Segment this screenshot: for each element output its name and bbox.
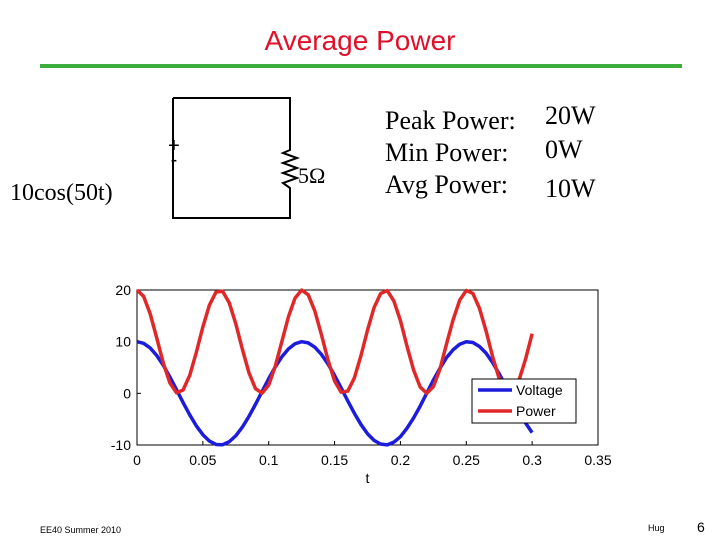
result-value: 20W — [545, 101, 596, 130]
results: Peak Power: 20W Min Power: 0W Avg Power:… — [385, 101, 596, 203]
result-value: 10W — [545, 174, 596, 203]
x-tick-label: 0.3 — [522, 452, 542, 468]
x-tick-label: 0.05 — [189, 452, 216, 468]
result-label: Avg Power: — [385, 170, 508, 199]
circuit — [172, 97, 300, 219]
x-axis-label: t — [366, 470, 370, 486]
result-label: Peak Power: — [385, 106, 516, 135]
page-number: 6 — [697, 519, 705, 535]
plot-frame — [136, 289, 599, 446]
x-tick-label: 0.1 — [259, 452, 279, 468]
resistor-label: 5Ω — [298, 163, 325, 188]
y-tick-label: 0 — [123, 385, 131, 401]
slide-title: Average Power — [265, 25, 456, 56]
x-tick-label: 0.2 — [391, 452, 411, 468]
x-tick-label: 0.25 — [453, 452, 480, 468]
circuit-wires — [172, 97, 300, 219]
x-tick-label: 0.35 — [584, 452, 611, 468]
y-tick-label: 10 — [115, 334, 131, 350]
x-tick-label: 0.15 — [321, 452, 348, 468]
footer-course: EE40 Summer 2010 — [40, 525, 121, 535]
series-line — [135, 288, 534, 396]
x-tick-label: 0 — [133, 452, 141, 468]
y-tick-label: -10 — [111, 437, 131, 453]
legend-box — [471, 378, 577, 424]
result-label: Min Power: — [385, 138, 509, 167]
source-minus: - — [171, 149, 178, 171]
legend-label: Power — [516, 403, 556, 419]
footer-author: Hug — [648, 523, 665, 533]
result-value: 0W — [545, 135, 583, 164]
legend-label: Voltage — [516, 382, 563, 398]
y-tick-label: 20 — [115, 282, 131, 298]
source-label: 10cos(50t) — [10, 180, 113, 206]
source-plus: + — [168, 135, 180, 157]
